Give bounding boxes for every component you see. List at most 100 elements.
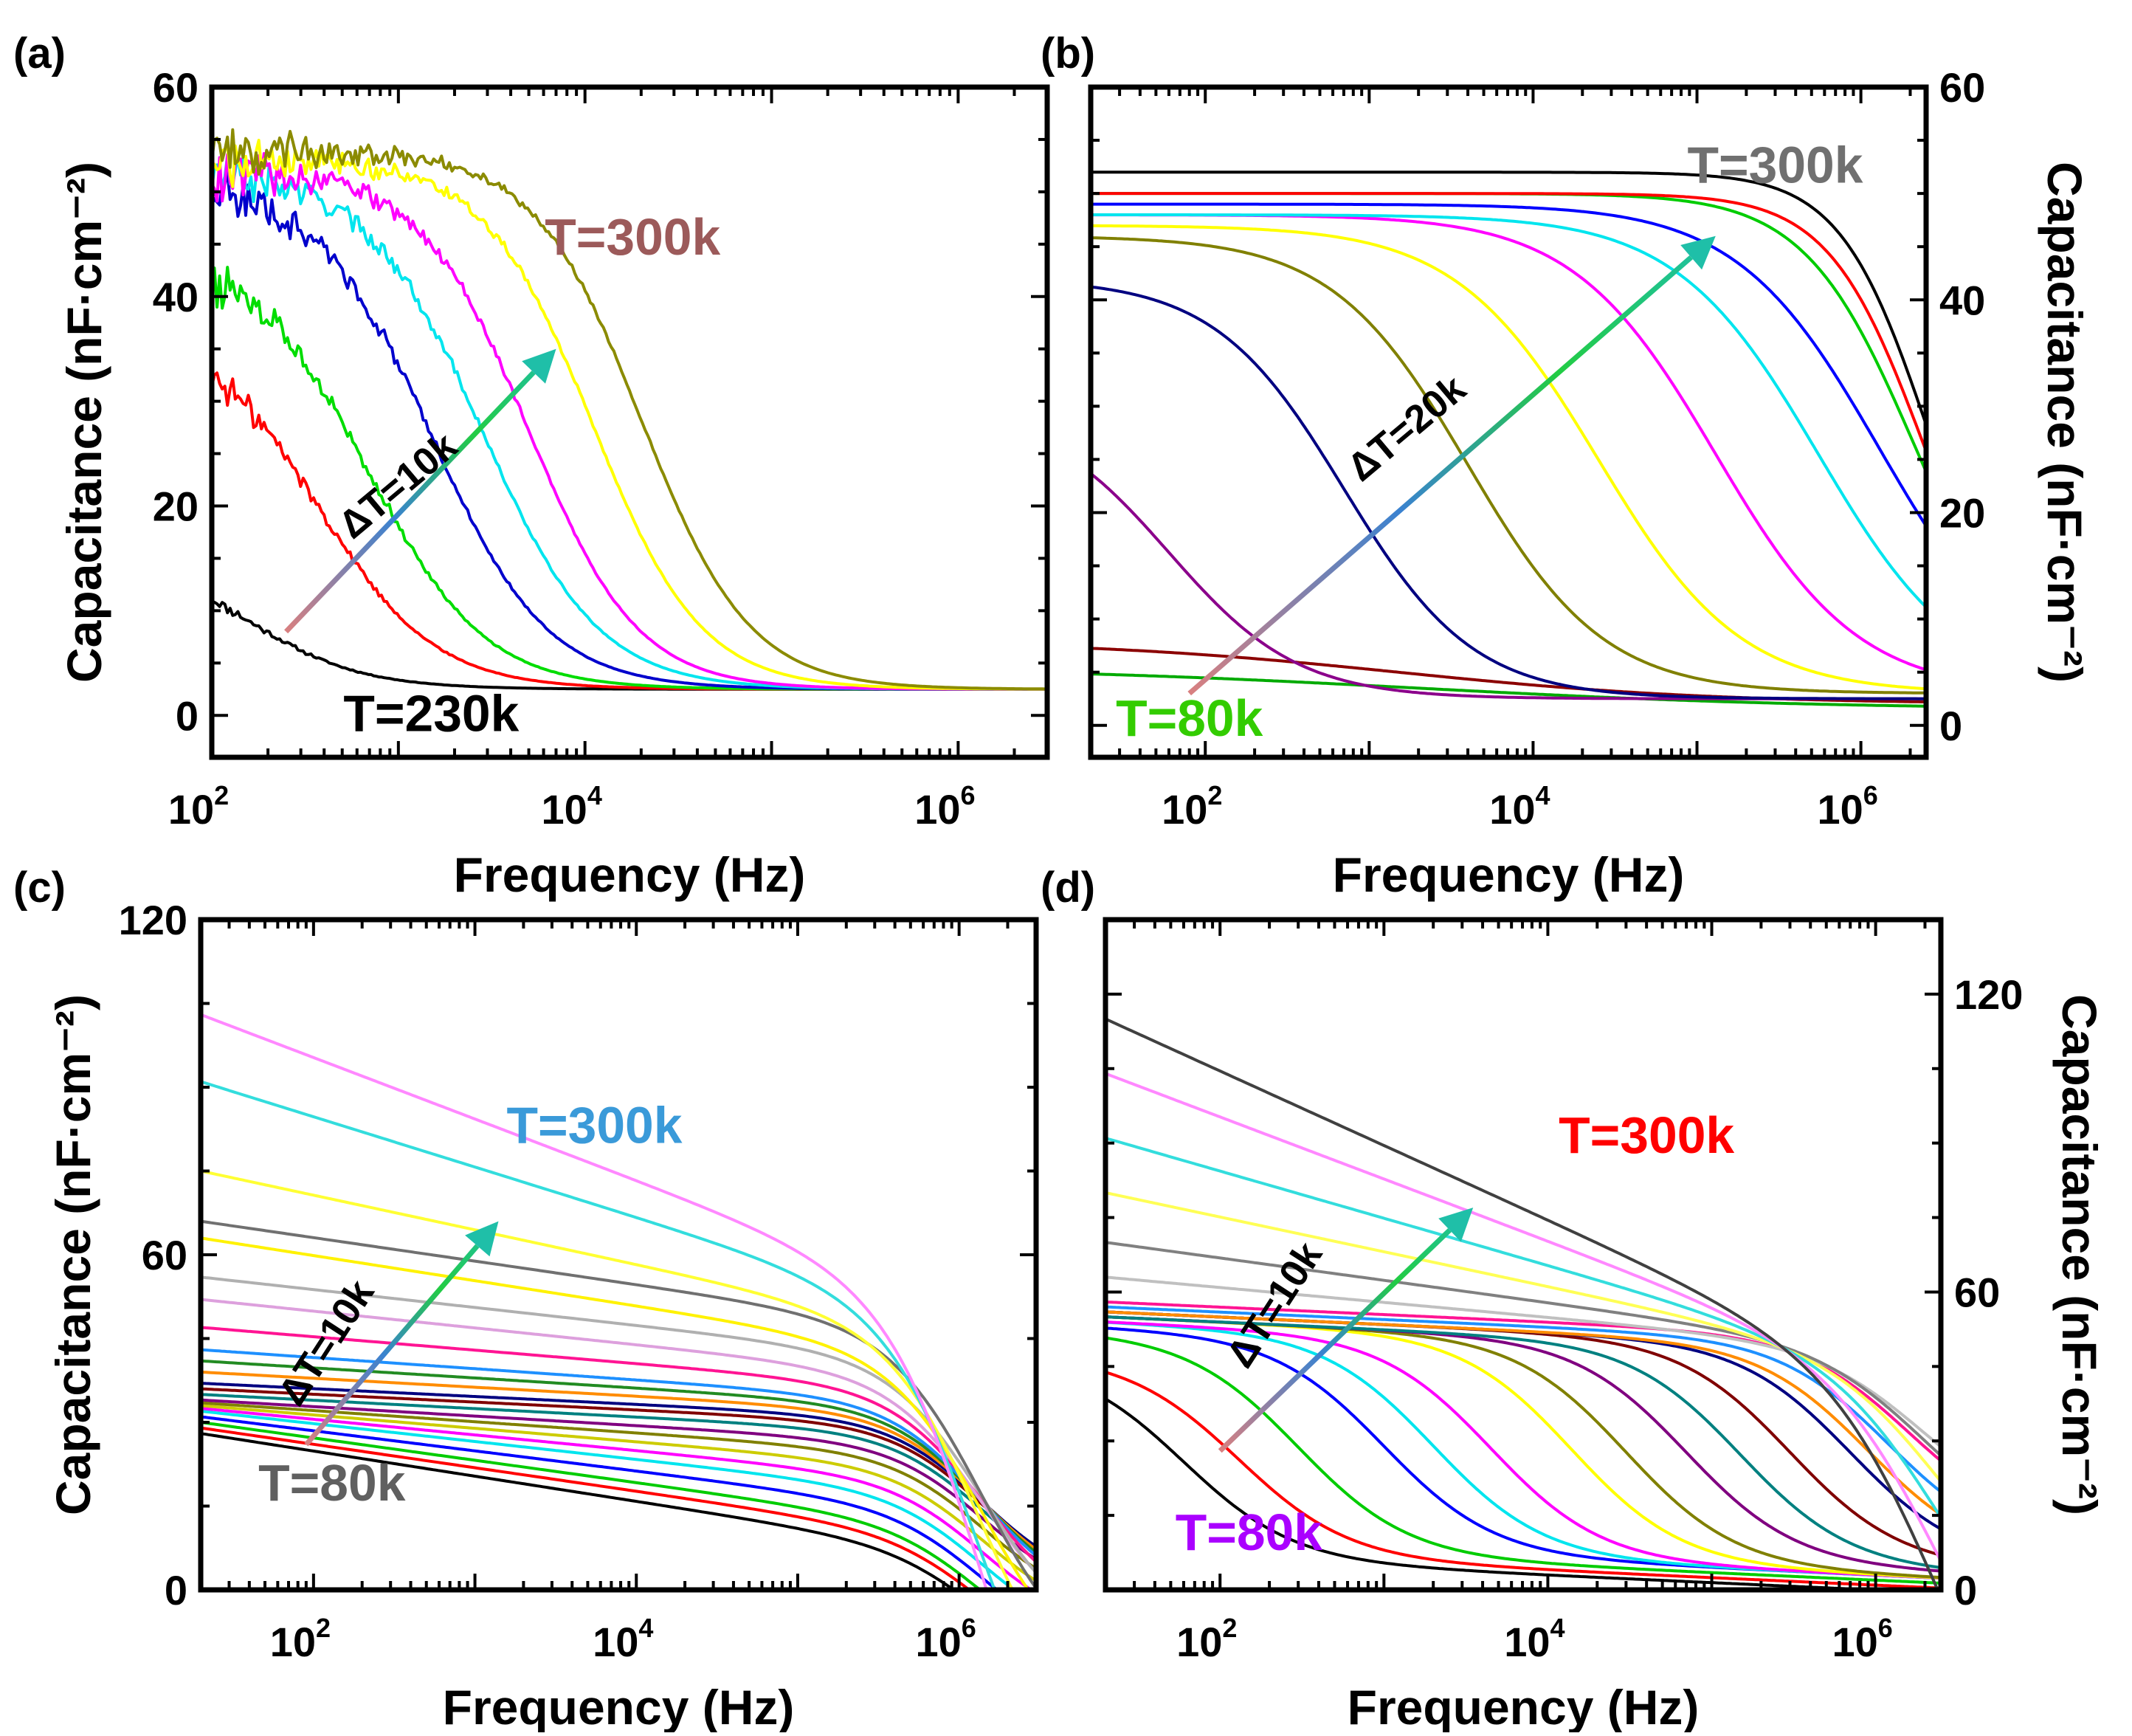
series-line bbox=[1091, 192, 1926, 452]
x-tick-base: 10 bbox=[1176, 1619, 1222, 1665]
temperature-arrow bbox=[1187, 255, 1693, 696]
series-line bbox=[201, 1409, 1017, 1590]
series-line bbox=[201, 1013, 988, 1590]
x-tick-exponent: 2 bbox=[1207, 780, 1222, 810]
x-tick-exponent: 6 bbox=[962, 1613, 976, 1643]
series-line bbox=[201, 1426, 972, 1590]
x-tick-label: 104 bbox=[1489, 780, 1550, 833]
x-tick-exponent: 4 bbox=[1536, 780, 1550, 810]
temperature-arrowhead bbox=[1438, 1208, 1474, 1242]
y-tick-label: 60 bbox=[1939, 64, 1985, 111]
x-tick-base: 10 bbox=[915, 1619, 961, 1665]
series-line bbox=[1091, 672, 1926, 708]
x-tick-exponent: 4 bbox=[1550, 1613, 1565, 1643]
x-tick-exponent: 6 bbox=[960, 780, 975, 810]
series-line bbox=[1091, 285, 1926, 700]
annotation-label: T=80k bbox=[1176, 1504, 1323, 1561]
series-line bbox=[201, 1387, 1036, 1549]
x-tick-label: 102 bbox=[168, 780, 229, 833]
panel-label: (a) bbox=[13, 30, 66, 78]
series-line bbox=[1105, 1371, 1941, 1590]
x-tick-base: 10 bbox=[168, 786, 214, 833]
temperature-arrowhead bbox=[1680, 235, 1716, 270]
x-tick-base: 10 bbox=[1504, 1619, 1550, 1665]
temperature-arrowhead bbox=[465, 1221, 499, 1257]
x-axis-label: Frequency (Hz) bbox=[454, 847, 806, 902]
series-line bbox=[212, 128, 1047, 691]
series-line bbox=[1105, 1305, 1941, 1493]
series-line bbox=[212, 266, 1047, 691]
series-line bbox=[201, 1370, 1036, 1551]
x-tick-base: 10 bbox=[593, 1619, 638, 1665]
x-tick-label: 104 bbox=[593, 1613, 653, 1665]
series-line bbox=[1091, 170, 1926, 425]
series-line bbox=[1105, 1397, 1903, 1590]
x-tick-base: 10 bbox=[914, 786, 960, 833]
x-tick-exponent: 6 bbox=[1878, 1613, 1893, 1643]
series-line bbox=[1105, 1017, 1939, 1590]
y-tick-label: 60 bbox=[142, 1232, 187, 1278]
x-tick-exponent: 4 bbox=[587, 780, 602, 810]
series-line bbox=[1105, 1275, 1941, 1448]
series-line bbox=[212, 600, 1047, 691]
y-axis-label: Capacitance (nF·cm⁻²) bbox=[2052, 994, 2107, 1515]
panel-label: (c) bbox=[13, 864, 66, 912]
x-axis: 102 104 106 bbox=[1104, 920, 1927, 1665]
x-tick-base: 10 bbox=[1832, 1619, 1877, 1665]
x-tick-label: 106 bbox=[915, 1613, 976, 1665]
series-group bbox=[1105, 1017, 1941, 1590]
series-line bbox=[1091, 472, 1926, 700]
series-line bbox=[201, 1404, 1036, 1582]
series-line bbox=[201, 1080, 996, 1590]
series-line bbox=[1091, 213, 1926, 608]
y-axis-label: Capacitance (nF·cm⁻²) bbox=[46, 994, 100, 1515]
series-line bbox=[201, 1415, 1000, 1590]
y-tick-label: 20 bbox=[153, 483, 199, 530]
series-line bbox=[1105, 1136, 1941, 1518]
y-axis: 0 60 120 bbox=[1105, 918, 2023, 1613]
x-tick-base: 10 bbox=[542, 786, 587, 833]
x-tick-label: 106 bbox=[914, 780, 975, 833]
plot-frame bbox=[209, 84, 1050, 760]
series-group bbox=[201, 1013, 1036, 1590]
series-group bbox=[1091, 170, 1926, 708]
panel-label: (d) bbox=[1041, 864, 1095, 912]
y-axis: 0 20 40 60 bbox=[1091, 64, 1985, 749]
x-tick-label: 102 bbox=[1176, 1613, 1237, 1665]
y-tick-label: 120 bbox=[1954, 971, 2023, 1018]
x-tick-label: 104 bbox=[1504, 1613, 1564, 1665]
y-axis: 0 20 40 60 bbox=[153, 64, 1047, 739]
series-line bbox=[201, 1401, 1036, 1570]
series-line bbox=[201, 1169, 1015, 1590]
series-line bbox=[1105, 1320, 1941, 1580]
y-axis: 0 60 120 bbox=[119, 897, 1036, 1613]
series-line bbox=[201, 1326, 1036, 1563]
x-tick-exponent: 2 bbox=[1222, 1613, 1237, 1643]
panel-label: (b) bbox=[1041, 30, 1095, 78]
series-line bbox=[201, 1348, 1036, 1557]
x-axis-label: Frequency (Hz) bbox=[1348, 1680, 1700, 1732]
annotation-label: T=300k bbox=[1687, 137, 1863, 194]
temperature-arrow bbox=[304, 1244, 480, 1447]
x-tick-label: 104 bbox=[542, 780, 602, 833]
y-tick-label: 60 bbox=[153, 64, 199, 111]
series-line bbox=[212, 139, 1047, 691]
x-axis: 102 104 106 bbox=[168, 87, 1049, 833]
x-tick-base: 10 bbox=[1162, 786, 1207, 833]
y-tick-label: 20 bbox=[1939, 490, 1985, 537]
x-tick-exponent: 2 bbox=[316, 1613, 331, 1643]
series-line bbox=[1091, 192, 1926, 472]
series-line bbox=[201, 1407, 1035, 1590]
series-line bbox=[1105, 1072, 1941, 1563]
series-line bbox=[201, 1421, 983, 1590]
y-tick-label: 60 bbox=[1954, 1269, 2000, 1315]
annotation-label: T=230k bbox=[343, 685, 519, 743]
x-tick-base: 10 bbox=[1817, 786, 1863, 833]
plot-frame bbox=[1103, 917, 1944, 1593]
series-line bbox=[201, 1382, 1036, 1548]
x-tick-label: 106 bbox=[1817, 780, 1877, 833]
series-line bbox=[212, 371, 1047, 691]
series-line bbox=[1091, 236, 1926, 695]
